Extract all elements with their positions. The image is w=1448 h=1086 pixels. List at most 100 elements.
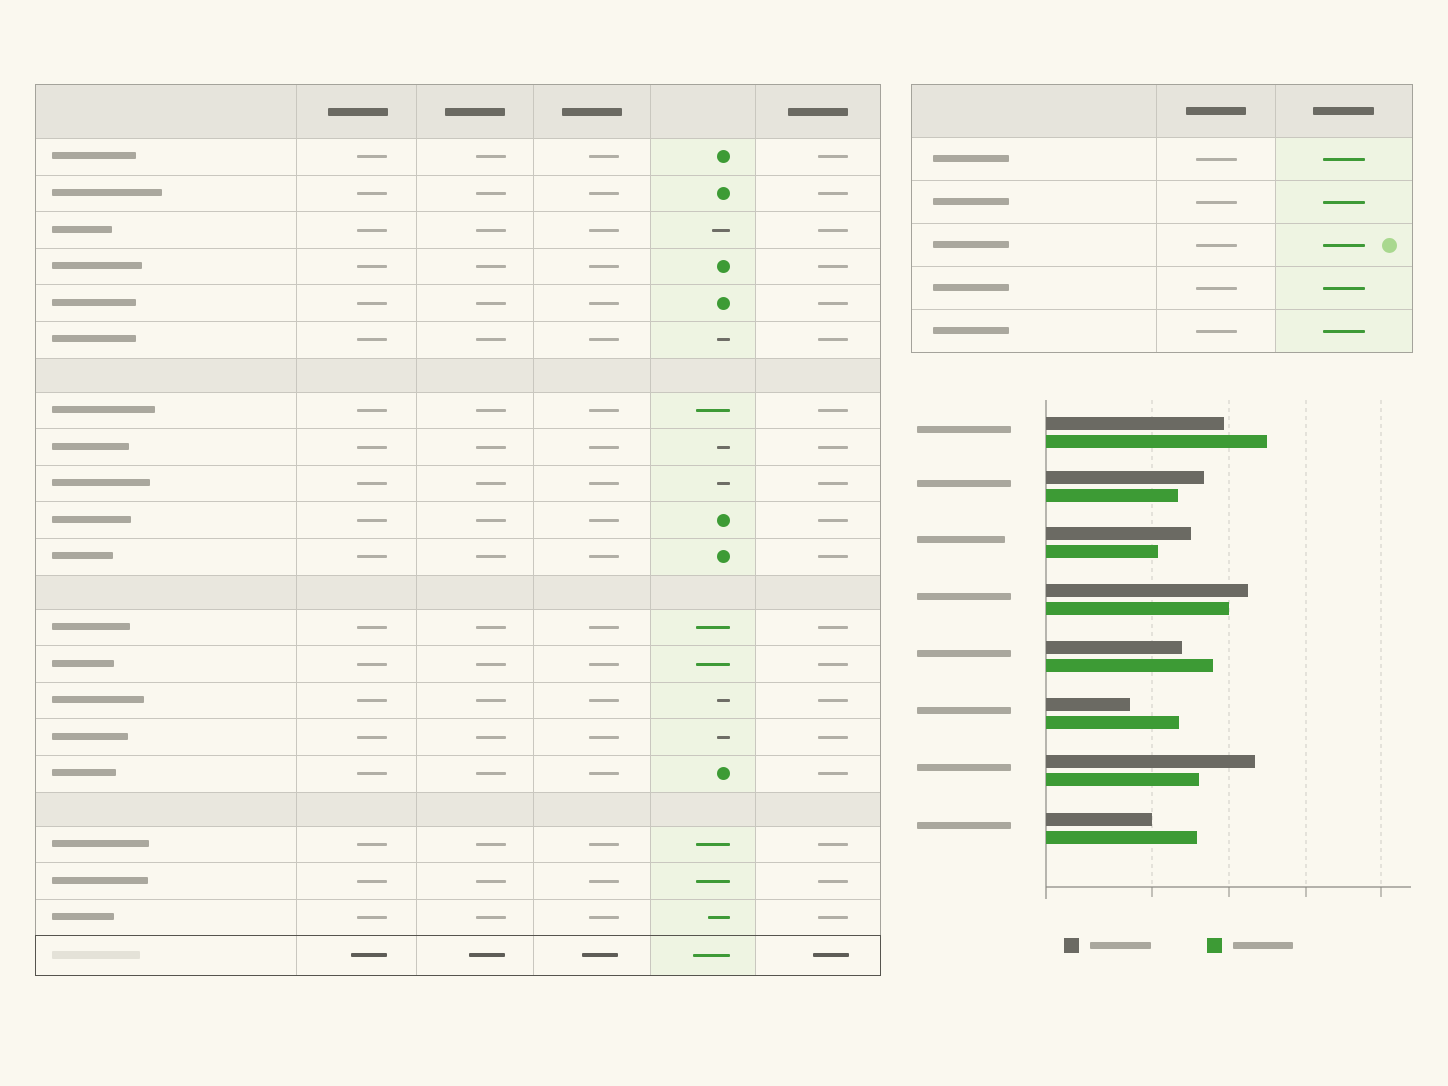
cell-value xyxy=(476,735,506,739)
total-value xyxy=(582,953,618,958)
cell-value xyxy=(357,662,387,666)
category-label xyxy=(917,650,1011,657)
cell-value xyxy=(357,228,387,232)
status-green-dash xyxy=(1323,329,1365,333)
total-label xyxy=(52,951,140,960)
bar xyxy=(1046,716,1179,729)
column-header-label xyxy=(328,108,388,116)
cell-value xyxy=(589,699,619,703)
cell-value xyxy=(589,772,619,776)
status-dash xyxy=(717,482,730,486)
group-row xyxy=(35,791,880,826)
cell-value xyxy=(589,445,619,449)
cell-value xyxy=(818,445,848,449)
row-divider xyxy=(35,284,880,286)
cell-value xyxy=(589,662,619,666)
row-label xyxy=(52,696,144,704)
row-divider xyxy=(35,718,880,720)
cell-value xyxy=(818,191,848,195)
cell-value xyxy=(818,155,848,159)
row-divider xyxy=(35,174,880,176)
cell-value xyxy=(1196,286,1237,290)
status-green-dash xyxy=(1323,157,1365,161)
bar xyxy=(1046,417,1224,430)
column-divider xyxy=(416,84,417,976)
column-header-label xyxy=(787,108,848,116)
cell-value xyxy=(357,735,387,739)
row-divider xyxy=(35,681,880,683)
column-divider xyxy=(1275,84,1276,352)
cell-value xyxy=(589,482,619,486)
row-divider xyxy=(35,428,880,430)
row-label xyxy=(52,913,114,921)
column-divider xyxy=(1156,84,1157,352)
status-dot-icon xyxy=(717,150,730,164)
category-label xyxy=(917,707,1011,714)
status-green-dash xyxy=(696,879,730,883)
row-label xyxy=(52,479,150,487)
row-divider xyxy=(35,357,880,359)
status-green-dash xyxy=(696,662,730,666)
row-label xyxy=(52,152,136,160)
column-header-label xyxy=(561,108,622,116)
status-dash xyxy=(717,699,730,703)
row-label xyxy=(933,197,1009,205)
row-divider xyxy=(911,223,1412,224)
side-table-frame xyxy=(911,84,1413,353)
cell-value xyxy=(1196,200,1237,204)
status-dash xyxy=(717,445,730,449)
cell-value xyxy=(818,699,848,703)
cell-value xyxy=(476,191,506,195)
row-label xyxy=(52,442,129,450)
cell-value xyxy=(476,625,506,629)
cell-value xyxy=(818,228,848,232)
row-divider xyxy=(35,321,880,322)
row-divider xyxy=(35,608,880,610)
cell-value xyxy=(818,735,848,739)
cell-value xyxy=(476,555,506,559)
cell-value xyxy=(818,916,848,920)
row-label xyxy=(52,188,162,196)
bar xyxy=(1046,489,1178,502)
row-divider xyxy=(35,574,880,576)
cell-value xyxy=(357,879,387,883)
row-divider xyxy=(35,138,880,139)
cell-value xyxy=(476,338,506,342)
category-label xyxy=(917,593,1011,600)
status-green-dash xyxy=(696,842,730,846)
cell-value xyxy=(589,301,619,305)
status-green-dash xyxy=(696,625,730,629)
category-label xyxy=(917,536,1005,543)
status-green-dash xyxy=(1323,286,1365,290)
cell-value xyxy=(818,408,848,412)
status-dot-icon xyxy=(717,296,730,310)
column-divider xyxy=(650,84,651,976)
cell-value xyxy=(357,408,387,412)
bar xyxy=(1046,698,1130,711)
category-label xyxy=(917,426,1011,433)
cell-value xyxy=(476,228,506,232)
cell-value xyxy=(357,699,387,703)
row-divider xyxy=(35,464,880,466)
bar xyxy=(1046,641,1182,654)
bar xyxy=(1046,602,1229,615)
cell-value xyxy=(589,625,619,629)
cell-value xyxy=(818,518,848,522)
status-green-dash xyxy=(696,408,730,412)
cell-value xyxy=(818,842,848,846)
cell-value xyxy=(476,772,506,776)
row-label xyxy=(52,839,149,847)
cell-value xyxy=(476,408,506,412)
row-label xyxy=(933,326,1009,334)
column-header-label xyxy=(1186,107,1246,115)
row-divider xyxy=(35,645,880,647)
cell-value xyxy=(1196,329,1237,333)
cell-value xyxy=(357,482,387,486)
bar xyxy=(1046,813,1152,826)
cell-value xyxy=(476,699,506,703)
column-divider xyxy=(533,84,534,976)
row-divider xyxy=(35,898,880,900)
column-divider xyxy=(755,84,756,976)
total-status-green-dash xyxy=(693,954,730,958)
row-label xyxy=(933,283,1009,291)
